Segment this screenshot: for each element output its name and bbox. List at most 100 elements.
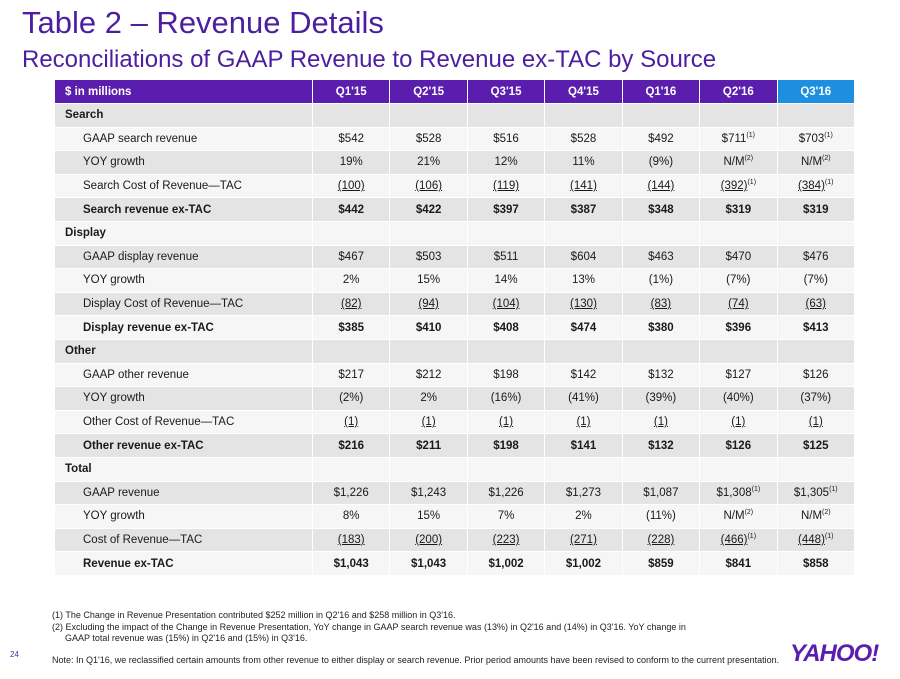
cell-value: $216: [338, 439, 364, 452]
cell-value: $211: [416, 439, 442, 452]
cell-value: (1): [731, 416, 746, 429]
cell-value: $141: [570, 439, 597, 452]
cell-value: (1): [344, 416, 359, 429]
footnote-marker: (1): [751, 485, 761, 493]
row-label: GAAP revenue: [55, 481, 313, 506]
table-cell: (392)(1): [700, 174, 778, 199]
footnote-2: (2) Excluding the impact of the Change i…: [52, 621, 686, 632]
empty-cell: [622, 339, 701, 364]
table-cell: N/M(2): [700, 151, 778, 175]
cell-value: 7%: [497, 510, 515, 523]
row-label: GAAP other revenue: [55, 363, 313, 388]
cell-value: 2%: [342, 274, 360, 287]
empty-cell: [313, 221, 391, 246]
table-cell: $474: [545, 316, 623, 340]
cell-value: 11%: [572, 156, 595, 169]
table-cell: $467: [313, 245, 391, 270]
column-header-q3-16: Q3'16: [777, 80, 855, 104]
table-cell: $126: [777, 363, 855, 388]
empty-cell: [545, 339, 623, 364]
cell-value: $1,002: [488, 557, 524, 570]
footnote-marker: (1): [747, 533, 757, 541]
empty-cell: [390, 221, 468, 246]
table-cell: $348: [622, 198, 701, 222]
row-label: Display revenue ex-TAC: [55, 316, 313, 340]
cell-value: (16%): [490, 392, 522, 405]
table-cell: $511: [467, 245, 546, 270]
table-row: Display Cost of Revenue—TAC (82) (94) (104)…: [55, 292, 855, 317]
row-label: Display Cost of Revenue—TAC: [55, 292, 313, 317]
table-cell: 7%: [467, 505, 546, 529]
revenue-table: $ in millions Q1'15 Q2'15 Q3'15 Q4'15 Q1…: [55, 80, 855, 576]
cell-value: (9%): [648, 156, 674, 169]
footnote-marker: (2): [822, 509, 831, 517]
table-cell: (1): [622, 410, 701, 435]
page-number: 24: [10, 650, 19, 659]
cell-value: $1,243: [411, 486, 447, 499]
footnote-marker: (2): [744, 509, 754, 517]
unit-label: $ in millions: [55, 80, 313, 104]
table-cell: $216: [313, 434, 391, 458]
cell-value: $528: [415, 132, 442, 145]
cell-value: $442: [338, 203, 364, 216]
table-row: Search revenue ex-TAC $442 $422 $397 $387 $34…: [55, 198, 855, 222]
cell-value: (223): [492, 533, 520, 546]
cell-value: $132: [648, 368, 674, 381]
table-cell: (94): [390, 292, 468, 317]
cell-value: (1%): [648, 274, 674, 287]
table-cell: $385: [313, 316, 391, 340]
cell-value: (41%): [568, 392, 599, 405]
cell-value: $142: [570, 368, 597, 381]
footnote-1: (1) The Change in Revenue Presentation c…: [52, 610, 456, 620]
section-header-row: Total: [55, 457, 855, 482]
cell-value: (1): [576, 416, 591, 429]
cell-value: $410: [415, 321, 442, 334]
table-cell: $142: [545, 363, 623, 388]
cell-value: $858: [802, 557, 829, 570]
cell-value: $422: [415, 203, 442, 216]
table-cell: 13%: [545, 269, 623, 293]
column-header-q2-16: Q2'16: [700, 80, 778, 104]
table-cell: (1): [313, 410, 391, 435]
table-cell: $442: [313, 198, 391, 222]
column-header-q3-15: Q3'15: [467, 80, 546, 104]
table-cell: $198: [467, 363, 546, 388]
cell-value: 15%: [417, 510, 441, 523]
table-cell: (7%): [777, 269, 855, 293]
cell-value: 8%: [342, 510, 360, 523]
table-cell: (7%): [700, 269, 778, 293]
table-cell: $476: [777, 245, 855, 270]
cell-value: (271): [570, 533, 597, 546]
cell-value: (130): [570, 298, 597, 311]
cell-value: $319: [725, 203, 752, 216]
table-cell: $859: [622, 552, 701, 576]
table-cell: (41%): [545, 387, 623, 411]
table-cell: (130): [545, 292, 623, 317]
table-cell: $132: [622, 363, 701, 388]
cell-value: 2%: [420, 392, 437, 405]
table-cell: (1): [390, 410, 468, 435]
section-header-row: Other: [55, 339, 855, 364]
empty-cell: [313, 104, 391, 128]
table-cell: (1): [545, 410, 623, 435]
row-label: Other Cost of Revenue—TAC: [55, 410, 313, 435]
cell-value: $413: [802, 321, 829, 334]
empty-cell: [700, 221, 778, 246]
table-cell: $1,002: [467, 552, 546, 576]
cell-value: 21%: [417, 156, 441, 169]
table-cell: $463: [622, 245, 701, 270]
table-cell: $858: [777, 552, 855, 576]
empty-cell: [700, 339, 778, 364]
cell-value: (100): [337, 180, 365, 193]
table-cell: $1,226: [467, 481, 546, 506]
footnote-marker: (2): [822, 155, 831, 163]
cell-value: (144): [647, 180, 675, 193]
table-cell: $410: [390, 316, 468, 340]
cell-value: $528: [570, 132, 597, 145]
column-header-q2-15: Q2'15: [390, 80, 468, 104]
table-cell: (1): [467, 410, 546, 435]
section-label: Display: [55, 221, 313, 246]
cell-value: $319: [802, 203, 829, 216]
cell-value: $397: [493, 203, 519, 216]
table-cell: $841: [700, 552, 778, 576]
